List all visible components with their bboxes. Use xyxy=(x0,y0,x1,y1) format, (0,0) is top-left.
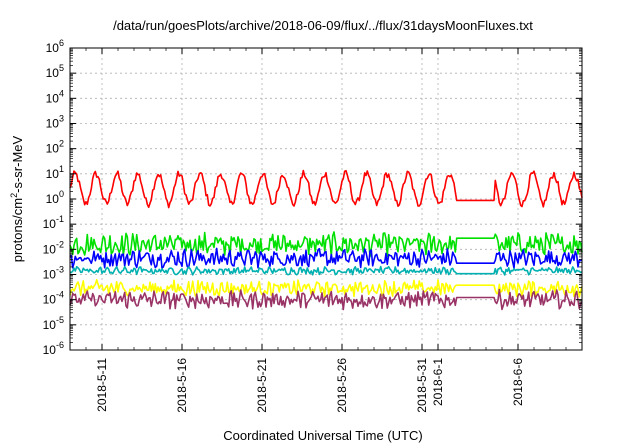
series-line xyxy=(69,169,583,209)
y-axis-label-rest: -s-sr-MeV xyxy=(10,135,25,192)
y-tick-label-exponent: 0 xyxy=(59,189,64,199)
y-tick-label-exponent: 4 xyxy=(59,88,64,98)
y-tick-label-exponent: 1 xyxy=(59,164,64,174)
y-tick-label-exponent: 2 xyxy=(59,139,64,149)
y-tick-label-exponent: -3 xyxy=(56,265,64,275)
y-tick-label-base: 10 xyxy=(46,66,60,80)
y-tick-label: 10-2 xyxy=(43,239,64,256)
y-tick-label-exponent: 5 xyxy=(59,63,64,73)
y-tick-label-exponent: -1 xyxy=(56,214,64,224)
series-line xyxy=(69,279,583,298)
y-tick-label-base: 10 xyxy=(46,41,60,55)
y-tick-label-exponent: 6 xyxy=(59,38,64,48)
y-tick-label-base: 10 xyxy=(43,268,57,282)
x-tick-label: 2018-5-11 xyxy=(95,358,109,412)
x-axis-label: Coordinated Universal Time (UTC) xyxy=(223,428,422,443)
y-tick-label: 104 xyxy=(46,88,64,105)
y-axis-label-superscript: 2 xyxy=(9,193,19,198)
y-tick-label-base: 10 xyxy=(46,192,60,206)
y-tick-label: 102 xyxy=(46,139,64,156)
x-tick-label: 2018-5-21 xyxy=(255,358,269,413)
y-tick-label-base: 10 xyxy=(43,242,57,256)
y-axis-label: protons/cm2-s-sr-MeV xyxy=(9,135,25,262)
tick-marks xyxy=(69,47,583,351)
x-axis-tick-labels: 2018-5-11 2018-5-16 2018-5-21 2018-5-26 2018… xyxy=(95,358,525,413)
y-tick-label: 10-4 xyxy=(43,290,64,307)
y-axis-tick-labels: 10-610-510-410-310-210-11001011021031041… xyxy=(43,38,64,357)
y-tick-label: 10-6 xyxy=(43,340,64,357)
y-tick-label-base: 10 xyxy=(43,293,57,307)
series-line xyxy=(69,231,583,258)
y-tick-label-base: 10 xyxy=(46,91,60,105)
y-tick-label-exponent: -5 xyxy=(56,315,64,325)
y-tick-label: 103 xyxy=(46,114,64,131)
y-tick-label-base: 10 xyxy=(43,318,57,332)
y-tick-label: 106 xyxy=(46,38,64,55)
series-line xyxy=(69,288,583,311)
y-tick-label: 10-3 xyxy=(43,265,64,282)
y-tick-label: 101 xyxy=(46,164,64,181)
y-tick-label-exponent: -4 xyxy=(56,290,64,300)
series-layer xyxy=(69,169,583,311)
y-tick-label-exponent: -2 xyxy=(56,239,64,249)
y-tick-label: 105 xyxy=(46,63,64,80)
x-tick-label: 2018-5-16 xyxy=(175,358,189,413)
y-tick-label: 100 xyxy=(46,189,64,206)
y-tick-label-base: 10 xyxy=(46,167,60,181)
y-tick-label: 10-5 xyxy=(43,315,64,332)
y-tick-label-exponent: -6 xyxy=(56,340,64,350)
y-tick-label-base: 10 xyxy=(43,217,57,231)
x-tick-label: 2018-6-6 xyxy=(511,358,525,406)
series-line xyxy=(69,265,583,276)
series-line xyxy=(69,247,583,269)
x-tick-label: 2018-5-26 xyxy=(335,358,349,413)
y-axis-label-main: protons/cm xyxy=(10,198,25,262)
y-tick-label-exponent: 3 xyxy=(59,114,64,124)
y-tick-label-base: 10 xyxy=(46,142,60,156)
x-tick-label: 2018-5-31 xyxy=(415,358,429,413)
y-tick-label-base: 10 xyxy=(43,343,57,357)
x-tick-label: 2018-6-1 xyxy=(431,358,445,406)
chart-title: /data/run/goesPlots/archive/2018-06-09/f… xyxy=(113,18,533,33)
y-tick-label: 10-1 xyxy=(43,214,64,231)
y-tick-label-base: 10 xyxy=(46,117,60,131)
